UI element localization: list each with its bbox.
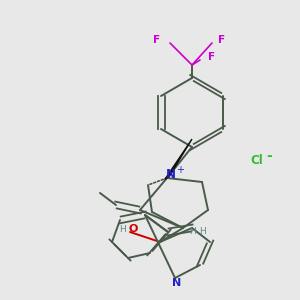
- Text: H: H: [189, 227, 195, 236]
- Text: H: H: [118, 226, 125, 235]
- Polygon shape: [165, 139, 192, 179]
- Text: +: +: [176, 165, 184, 175]
- Text: Cl: Cl: [250, 154, 263, 166]
- Text: F: F: [153, 35, 161, 45]
- Text: O: O: [128, 224, 138, 234]
- Text: N: N: [172, 278, 182, 288]
- Text: -: -: [266, 149, 272, 163]
- Text: H: H: [199, 227, 206, 236]
- Text: N: N: [166, 169, 176, 182]
- Text: F: F: [218, 35, 226, 45]
- Text: F: F: [208, 52, 216, 62]
